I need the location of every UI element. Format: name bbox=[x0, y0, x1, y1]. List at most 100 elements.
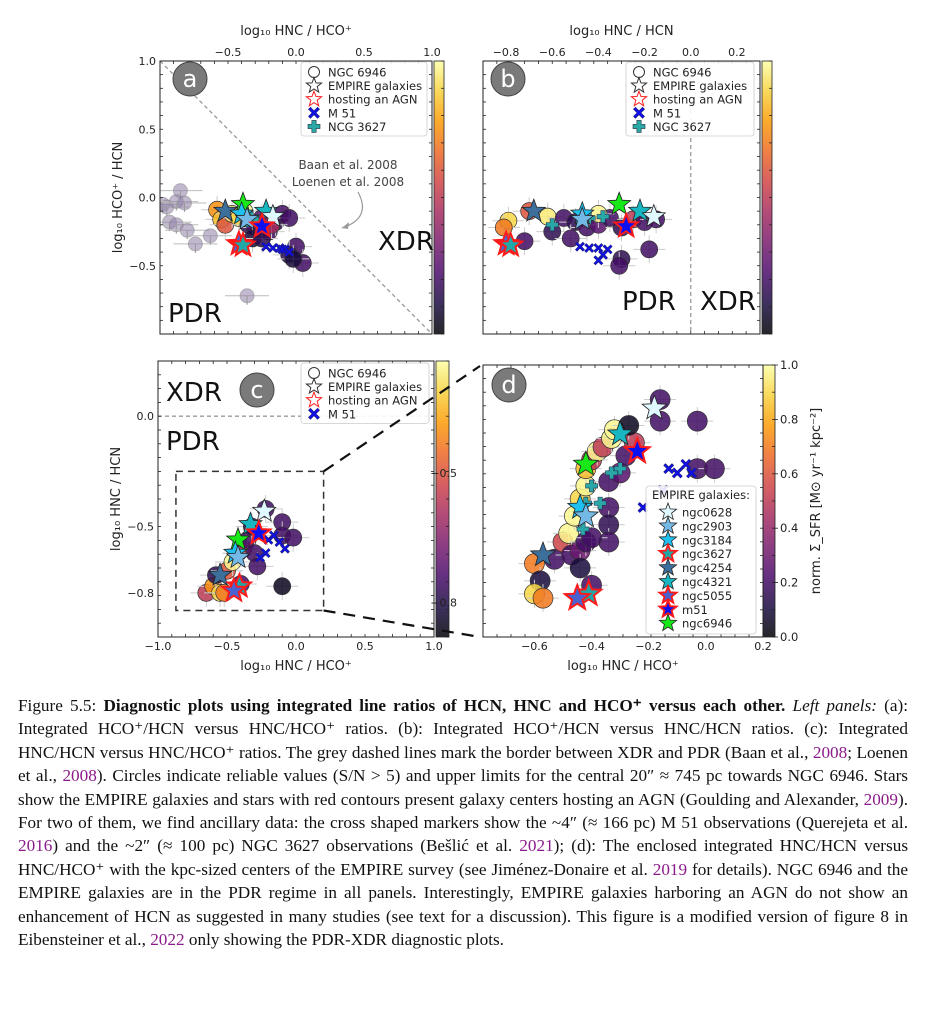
ngc6946-circle bbox=[284, 528, 303, 547]
colorbar-tick-label: 0.8 bbox=[780, 412, 798, 426]
xdr-pdr-border-line bbox=[160, 61, 432, 334]
caption-title: Diagnostic plots using integrated line r… bbox=[103, 696, 786, 715]
empire-legend-label: ngc4254 bbox=[682, 561, 732, 575]
citation-link[interactable]: 2016 bbox=[18, 836, 53, 856]
caption-text: ) and the ~2″ (≈ 100 pc) NGC 3627 observ… bbox=[52, 836, 513, 856]
citation-link[interactable]: 2021 bbox=[519, 836, 554, 856]
legend-cross-icon bbox=[308, 407, 320, 420]
m51-cross bbox=[663, 463, 675, 475]
y-tick-label: −0.5 bbox=[129, 260, 156, 273]
x-axis-label: log₁₀ HNC / HCO⁺ bbox=[240, 24, 352, 39]
x-tick-label: −0.4 bbox=[585, 46, 612, 59]
legend-cross-icon bbox=[633, 106, 645, 119]
legend-plus-icon bbox=[307, 120, 321, 133]
legend-label: NGC 3627 bbox=[653, 120, 711, 134]
annotation-text: Baan et al. 2008 bbox=[298, 158, 397, 172]
ngc6946-circle bbox=[598, 531, 620, 553]
legend-box bbox=[625, 61, 755, 137]
xdr-label: XDR bbox=[378, 227, 434, 257]
zoom-connector bbox=[323, 609, 481, 639]
caption-text: (a): Integrated HCO⁺/HCN versus HNC/HCO⁺… bbox=[18, 696, 909, 762]
m51-cross bbox=[575, 241, 585, 252]
m51-cross bbox=[671, 467, 683, 479]
y-tick-label: −0.5 bbox=[127, 521, 154, 534]
citation-link[interactable]: 2008 bbox=[62, 766, 97, 786]
legend-star-icon bbox=[305, 377, 323, 395]
citation-link[interactable]: 2008 bbox=[812, 742, 848, 762]
caption-text: ); (d): The enclosed integrated HNC/HCN … bbox=[18, 836, 909, 879]
empire-legend-label: ngc3627 bbox=[682, 547, 732, 561]
panel-letter: c bbox=[250, 376, 263, 404]
star-ngc6946 bbox=[572, 450, 600, 476]
legend-plus-icon bbox=[632, 120, 646, 133]
empire-legend-label: ngc0628 bbox=[682, 506, 732, 520]
empire-legend-label: m51 bbox=[682, 603, 708, 617]
x-tick-label: −0.6 bbox=[539, 46, 566, 59]
panel-letter: b bbox=[500, 65, 515, 93]
citation-link[interactable]: 2019 bbox=[652, 859, 688, 879]
citation-link[interactable]: 2009 bbox=[863, 789, 898, 809]
ngc3627-plus bbox=[593, 496, 607, 510]
annotation-arrow bbox=[341, 191, 363, 229]
panel-b: −0.8 −0.6 −0.4 −0.2 0.0 0.2 log₁₀ HNC / HCN b PD… bbox=[482, 24, 773, 335]
x-tick-label: −0.5 bbox=[214, 640, 241, 653]
ngc3627-plus bbox=[585, 479, 598, 493]
colorbar-tick-label: 0.4 bbox=[780, 521, 798, 535]
figure-label: Figure 5.5: bbox=[18, 696, 97, 715]
legend-label: M 51 bbox=[653, 106, 681, 120]
ngc6946-circle bbox=[581, 527, 602, 549]
x-tick-label: −1.0 bbox=[145, 640, 172, 653]
x-tick-label: −0.2 bbox=[635, 640, 662, 653]
x-tick-label: 1.0 bbox=[423, 46, 441, 59]
legend-star-ngc6946 bbox=[658, 613, 678, 632]
plot-area bbox=[487, 61, 692, 334]
x-axis-label: log₁₀ HNC / HCO⁺ bbox=[240, 659, 352, 674]
star-ngc5055 bbox=[562, 582, 593, 612]
y-tick-label: 1.0 bbox=[139, 55, 157, 68]
x-tick-label: −0.4 bbox=[578, 640, 605, 653]
star-ngc0628 bbox=[641, 394, 668, 420]
caption-text: for details). NGC 6946 and the EMPIRE ga… bbox=[18, 859, 909, 950]
legend-label: hosting an AGN bbox=[328, 394, 417, 408]
ngc3627-plus bbox=[613, 462, 627, 475]
m51-cross bbox=[255, 552, 266, 563]
colorbar-tick-label: 1.0 bbox=[780, 358, 798, 372]
empire-legend-label: ngc5055 bbox=[682, 589, 732, 603]
panel-letter-badge bbox=[172, 61, 208, 97]
zoom-connector bbox=[322, 365, 481, 473]
y-tick-label: 0.0 bbox=[139, 192, 157, 205]
ngc6946-circle bbox=[704, 458, 725, 479]
pdr-label: PDR bbox=[166, 427, 220, 457]
star-ngc2903 bbox=[225, 544, 251, 569]
y-tick-label: 0.5 bbox=[139, 123, 157, 136]
y-tick-label: −0.8 bbox=[430, 596, 457, 609]
star-m51 bbox=[622, 435, 653, 465]
x-tick-label: −0.5 bbox=[215, 46, 242, 59]
star-ngc4254 bbox=[207, 562, 233, 586]
caption-text: ; Loenen et al., bbox=[18, 742, 908, 786]
zoom-box bbox=[175, 470, 325, 612]
star-m51 bbox=[244, 518, 273, 546]
figure-5-5: −0.5 0.0 0.5 1.0 log₁₀ HNC / HCO⁺ −0.5 0.0 0.5 1… bbox=[109, 24, 824, 674]
star-ngc6946 bbox=[606, 191, 632, 215]
annotation-text: Loenen et al. 2008 bbox=[292, 175, 404, 189]
colorbar-tick-label: 0.2 bbox=[780, 576, 798, 590]
x-axis-label: log₁₀ HNC / HCN bbox=[569, 24, 673, 39]
legend-star-icon bbox=[305, 76, 323, 94]
ngc6946-circle bbox=[686, 410, 708, 432]
legend-label: NGC 6946 bbox=[328, 66, 386, 80]
legend-label: NCG 3627 bbox=[328, 120, 386, 134]
legend-agn-star-icon bbox=[305, 390, 323, 408]
empire-legend-title: EMPIRE galaxies: bbox=[652, 488, 750, 502]
panel-a: −0.5 0.0 0.5 1.0 log₁₀ HNC / HCO⁺ −0.5 0.0 0.5 1… bbox=[111, 24, 445, 335]
star-m51 bbox=[611, 211, 641, 239]
x-tick-label: 1.0 bbox=[425, 640, 443, 653]
star-ngc0628 bbox=[641, 203, 667, 228]
panel-letter: a bbox=[183, 65, 198, 93]
m51-cross bbox=[284, 247, 295, 258]
citation-link[interactable]: 2022 bbox=[150, 930, 185, 950]
figure-caption: Figure 5.5: Diagnostic plots using integ… bbox=[18, 694, 908, 951]
legend-cross-icon bbox=[308, 106, 320, 119]
colorbar-label: norm. Σ_SFR [M⊙ yr⁻¹ kpc⁻²] bbox=[809, 408, 824, 594]
m51-cross bbox=[593, 243, 604, 253]
